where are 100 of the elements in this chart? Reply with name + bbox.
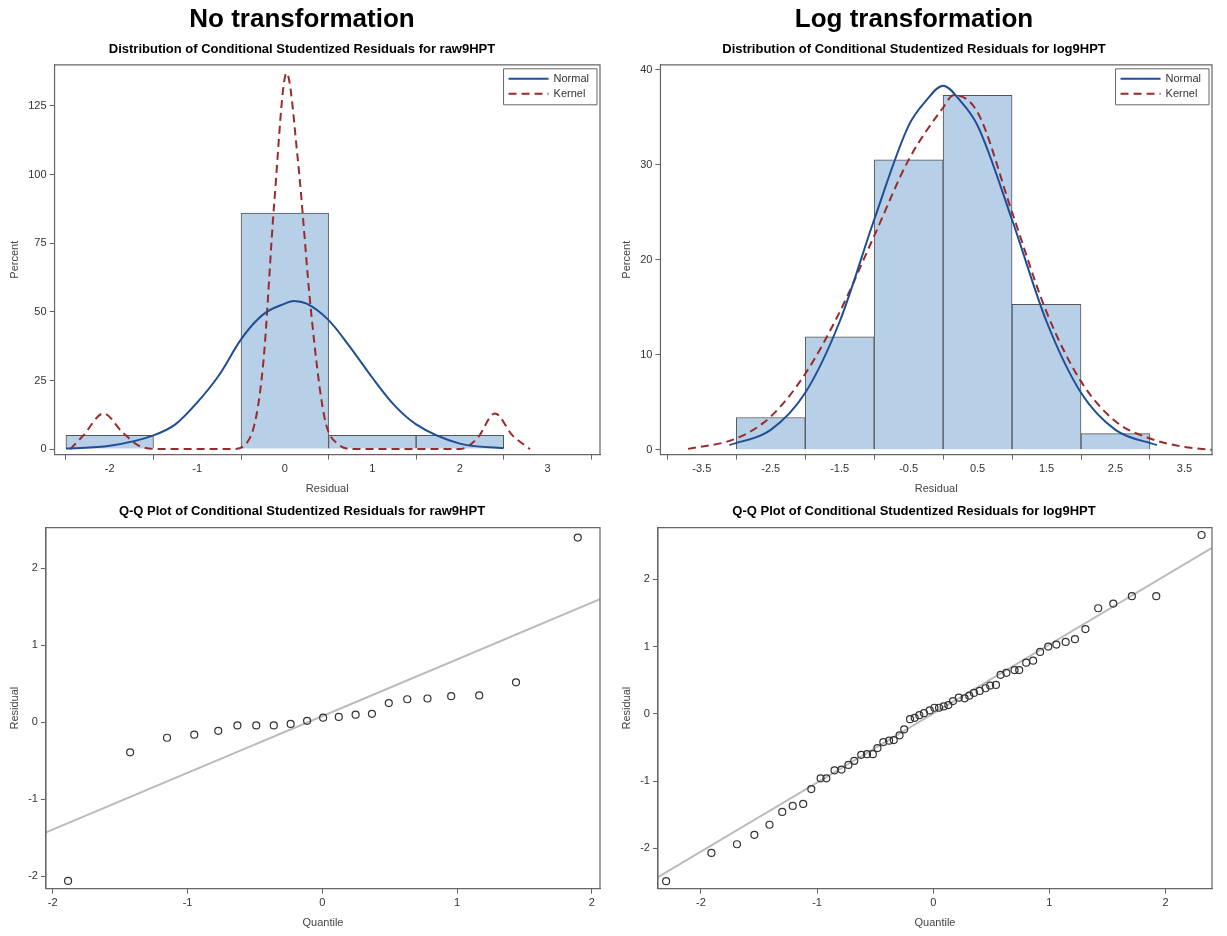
point xyxy=(302,716,312,725)
point xyxy=(1052,640,1061,649)
y-axis-title: Residual xyxy=(7,686,20,730)
y-tick-label: 2 xyxy=(31,561,38,574)
point xyxy=(750,830,759,839)
x-tick-label: 0 xyxy=(930,896,937,909)
x-tick-label: 3 xyxy=(544,462,551,475)
y-tick-label: 1 xyxy=(31,638,38,651)
point xyxy=(1197,530,1206,540)
x-tick-label: 2 xyxy=(456,462,463,475)
point xyxy=(975,686,984,696)
point xyxy=(862,750,872,759)
point xyxy=(1036,647,1045,657)
point xyxy=(948,696,958,706)
line-series xyxy=(69,72,531,451)
point xyxy=(1127,592,1136,601)
x-tick-label: -2 xyxy=(104,462,115,475)
y-tick-label: 100 xyxy=(28,167,47,180)
y-axis-title: Percent xyxy=(619,240,632,279)
point xyxy=(837,765,846,774)
point xyxy=(1002,668,1011,677)
point xyxy=(895,731,904,740)
x-tick-label: 1 xyxy=(454,896,461,909)
legend-label: Normal xyxy=(553,71,589,84)
point xyxy=(334,712,343,722)
point xyxy=(1094,604,1103,613)
point xyxy=(367,709,377,718)
point xyxy=(511,678,521,687)
point xyxy=(707,848,716,858)
y-tick-label: -2 xyxy=(640,841,650,854)
legend-label: Kernel xyxy=(1165,86,1198,99)
point xyxy=(900,725,909,734)
x-tick-label: 1 xyxy=(369,462,376,475)
point xyxy=(822,774,831,783)
point xyxy=(1061,637,1070,646)
x-tick-label: 2.5 xyxy=(1107,462,1124,475)
point xyxy=(934,703,944,712)
x-tick-label: -2.5 xyxy=(761,462,781,475)
point xyxy=(857,750,866,759)
point xyxy=(807,785,816,794)
x-tick-label: -1.5 xyxy=(830,462,850,475)
point xyxy=(788,801,797,811)
legend-label: Kernel xyxy=(553,86,586,99)
point xyxy=(252,721,261,730)
point xyxy=(885,736,894,745)
line-series xyxy=(64,299,505,450)
point xyxy=(905,715,915,724)
x-tick-label: -2 xyxy=(696,896,706,909)
x-tick-label: -1 xyxy=(812,896,822,909)
x-axis-title: Quantile xyxy=(914,916,956,929)
point xyxy=(319,713,328,722)
chart-subtitle: Distribution of Conditional Studentized Residuals for raw9HPT xyxy=(108,40,496,56)
point xyxy=(844,760,853,770)
chart-subtitle: Distribution of Conditional Studentized Residuals for log9HPT xyxy=(722,40,1106,56)
point xyxy=(919,709,929,718)
point xyxy=(1022,658,1031,667)
point xyxy=(1081,625,1090,634)
x-tick-label: 1.5 xyxy=(1038,462,1055,475)
x-tick-label: -3.5 xyxy=(692,462,712,475)
x-tick-label: 2 xyxy=(1162,896,1169,909)
point xyxy=(939,702,948,711)
point xyxy=(830,766,839,775)
point xyxy=(915,711,924,720)
chart-title: No transformation xyxy=(189,2,415,33)
point xyxy=(954,693,963,702)
point xyxy=(447,692,456,701)
y-tick-label: 25 xyxy=(34,373,47,386)
point xyxy=(1044,642,1053,651)
point xyxy=(126,748,135,757)
y-tick-label: 0 xyxy=(31,715,38,728)
y-tick-label: 40 xyxy=(640,62,653,75)
legend-label: Normal xyxy=(1165,71,1201,84)
x-tick-label: -1 xyxy=(182,896,193,909)
y-tick-label: 0 xyxy=(40,442,47,455)
chart-title: Q-Q Plot of Conditional Studentized Residuals for raw9HPT xyxy=(118,503,486,519)
point xyxy=(573,533,582,542)
point xyxy=(969,688,978,698)
point xyxy=(475,691,484,700)
point xyxy=(930,703,939,712)
y-tick-label: 1 xyxy=(643,639,650,652)
point xyxy=(269,721,278,730)
point xyxy=(960,694,969,703)
point xyxy=(925,706,934,715)
chart-title: Q-Q Plot of Conditional Studentized Residuals for log9HPT xyxy=(732,503,1096,519)
x-tick-label: 0.5 xyxy=(969,462,986,475)
x-tick-label: -2 xyxy=(47,896,58,909)
point xyxy=(1029,656,1038,665)
x-tick-label: 3.5 xyxy=(1176,462,1193,475)
point xyxy=(423,694,432,703)
x-axis-title: Residual xyxy=(305,482,349,495)
x-tick-label: -1 xyxy=(192,462,203,475)
x-axis-title: Quantile xyxy=(302,916,344,929)
x-tick-label: 0 xyxy=(281,462,288,475)
point xyxy=(910,713,919,722)
point xyxy=(190,730,199,739)
point xyxy=(991,680,1001,690)
point xyxy=(873,744,882,753)
y-tick-label: 125 xyxy=(28,99,47,112)
line-series xyxy=(728,84,1158,447)
point xyxy=(850,756,859,765)
